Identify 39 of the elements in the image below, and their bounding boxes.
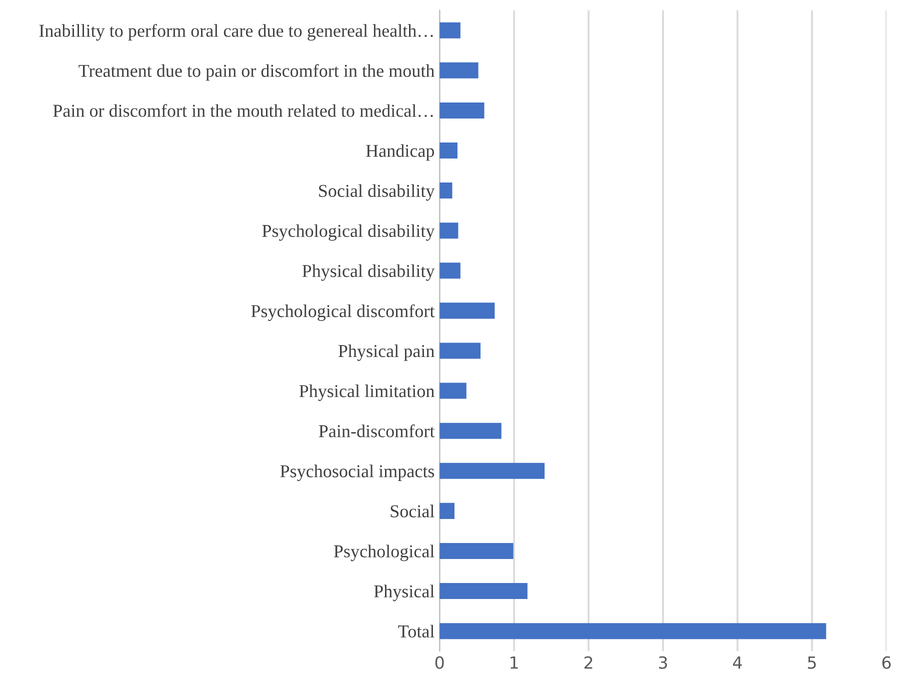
bar (440, 623, 826, 640)
y-tick-label: Pain or discomfort in the mouth related to medical… (53, 104, 433, 117)
bar (440, 142, 458, 159)
bar (440, 583, 528, 600)
y-tick-label: Inabillity to perform oral care due to genereal health… (39, 24, 433, 41)
x-tick-label: 2 (584, 656, 592, 669)
y-tick-label: Total (398, 624, 434, 638)
x-tick-label: 4 (733, 656, 742, 669)
bar (440, 22, 460, 38)
y-tick-label: Physical limitation (299, 384, 434, 401)
y-tick-label: Physical disability (302, 264, 435, 281)
y-tick-label: Psychological discomfort (251, 304, 435, 321)
y-tick-label: Psychosocial impacts (280, 464, 434, 482)
y-tick-label: Treatment due to pain or discomfort in the mouth (78, 64, 434, 81)
x-tick-label: 6 (882, 656, 891, 669)
bar (440, 262, 460, 279)
y-tick-label: Physical pain (338, 344, 434, 361)
bar (440, 102, 484, 118)
bar (440, 182, 452, 199)
bar (440, 462, 545, 479)
bar (440, 422, 502, 439)
bar (440, 502, 454, 519)
x-tick-label: 3 (658, 656, 667, 669)
bar (440, 382, 466, 399)
bar (440, 62, 478, 78)
x-tick-label: 1 (510, 656, 518, 669)
bar (440, 342, 481, 359)
y-tick-label: Handicap (366, 144, 434, 161)
y-tick-label: Social disability (319, 184, 435, 201)
x-tick-label: 0 (435, 656, 444, 669)
y-tick-label: Social (390, 504, 434, 518)
bar (440, 222, 458, 239)
bar (440, 302, 495, 319)
y-tick-label: Psychological (334, 544, 434, 562)
bar (440, 542, 514, 559)
y-tick-label: Physical (374, 584, 434, 602)
y-tick-label: Psychological disability (262, 224, 435, 241)
x-tick-label: 5 (808, 656, 816, 669)
y-tick-label: Pain-discomfort (318, 424, 435, 438)
